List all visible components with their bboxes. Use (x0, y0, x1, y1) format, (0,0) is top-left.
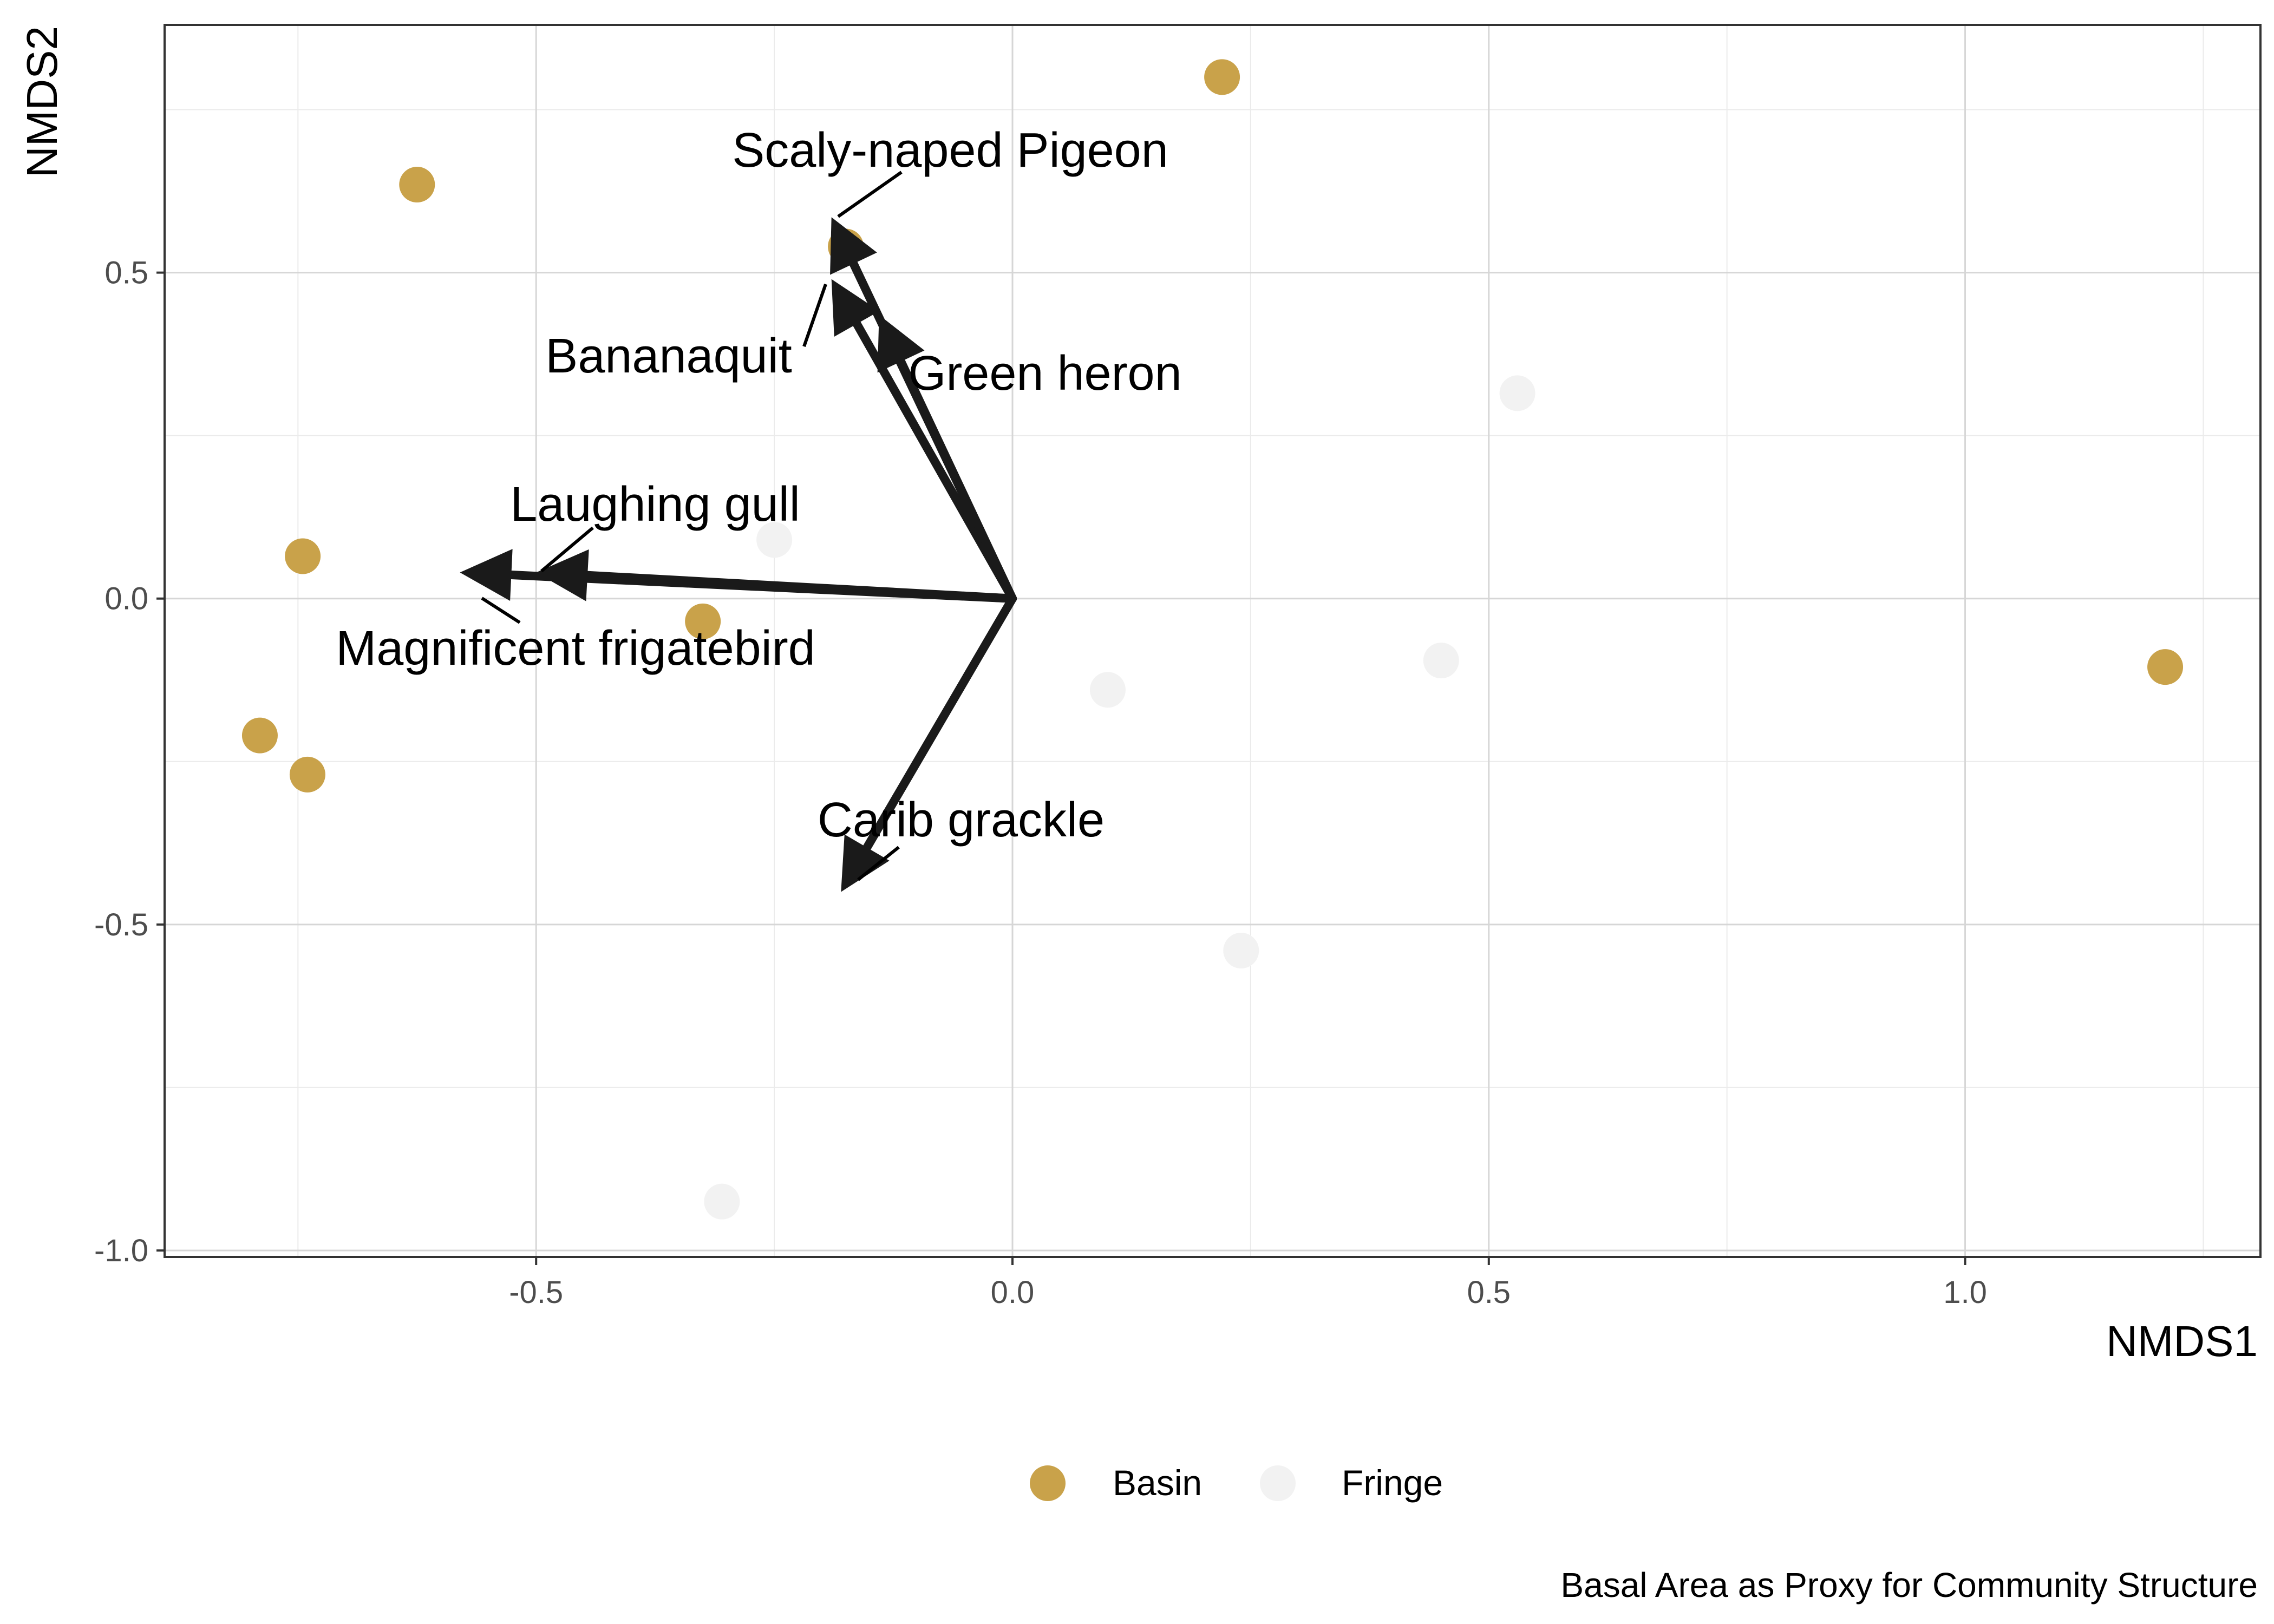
x-tick-label: 0.5 (1467, 1275, 1511, 1310)
legend-label-basin: Basin (1113, 1463, 1202, 1503)
vector-label-leader (802, 284, 827, 347)
vector-arrowhead (841, 834, 890, 892)
vector-label-leader (857, 846, 900, 881)
x-tick-label: -0.5 (509, 1275, 563, 1310)
vector-label: Magnificent frigatebird (336, 621, 815, 676)
point-fringe (1499, 375, 1535, 411)
vector-label: Scaly-naped Pigeon (732, 123, 1168, 178)
point-basin (2147, 649, 2184, 685)
vector-shaft (862, 594, 1017, 852)
vector-label: Carib grackle (818, 793, 1105, 847)
vector-label: Laughing gull (510, 477, 800, 532)
vector-arrowhead (830, 217, 877, 275)
y-tick-label: -1.0 (94, 1233, 148, 1268)
grid (165, 25, 2260, 1257)
legend-label-fringe: Fringe (1342, 1463, 1443, 1503)
legend-key-fringe (1260, 1465, 1296, 1501)
vector-label-leader (481, 597, 521, 624)
vector-shaft (897, 357, 1017, 603)
y-axis-ticks: -1.0 -0.5 0.0 0.5 (94, 256, 165, 1268)
point-basin (289, 756, 325, 793)
vector-label: Bananaquit (545, 329, 792, 383)
y-tick-label: -0.5 (94, 907, 148, 942)
x-axis-ticks: -0.5 0.0 0.5 1.0 (509, 1257, 1987, 1310)
y-tick-label: 0.0 (104, 581, 148, 617)
vector-arrowhead (831, 279, 880, 337)
plot-panel-border (164, 24, 2262, 1258)
point-basin (285, 538, 321, 574)
point-basin (1204, 59, 1240, 95)
point-basin (399, 167, 435, 203)
vector-label-leader (540, 526, 594, 573)
y-tick-label: 0.5 (104, 256, 148, 291)
legend: Basin Fringe (1030, 1463, 1443, 1503)
vector-arrowhead (460, 549, 513, 601)
vector-label: Green heron (908, 346, 1181, 401)
point-fringe (756, 522, 793, 558)
point-fringe (1223, 933, 1259, 969)
x-tick-label: 1.0 (1943, 1275, 1987, 1310)
caption: Basal Area as Proxy for Community Struct… (1560, 1566, 2258, 1605)
vector-arrowhead (877, 315, 925, 373)
point-basin (685, 603, 721, 639)
x-tick-label: 0.0 (991, 1275, 1035, 1310)
point-fringe (704, 1183, 740, 1220)
vector-label-leader (837, 171, 903, 218)
legend-key-basin (1030, 1465, 1066, 1501)
x-axis-title: NMDS1 (2106, 1317, 2258, 1365)
plot-background (165, 25, 2260, 1257)
point-fringe (1089, 672, 1126, 708)
vectors: Scaly-naped Pigeon Bananaquit Green heron L… (336, 123, 1182, 892)
point-fringe (1423, 643, 1459, 679)
vector-shaft (507, 571, 1017, 603)
point-basin (241, 717, 278, 754)
y-axis-title: NMDS2 (18, 26, 66, 178)
